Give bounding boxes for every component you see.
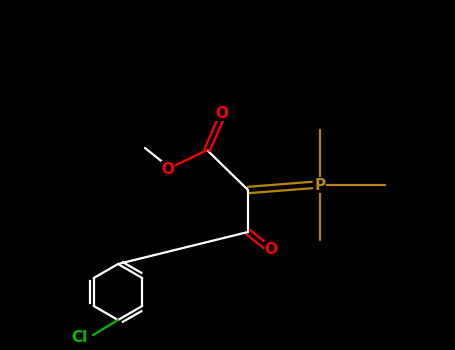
Text: O: O — [162, 161, 175, 176]
Text: O: O — [264, 241, 278, 257]
Text: Cl: Cl — [71, 330, 87, 345]
Text: O: O — [216, 105, 228, 120]
Text: P: P — [314, 177, 326, 192]
